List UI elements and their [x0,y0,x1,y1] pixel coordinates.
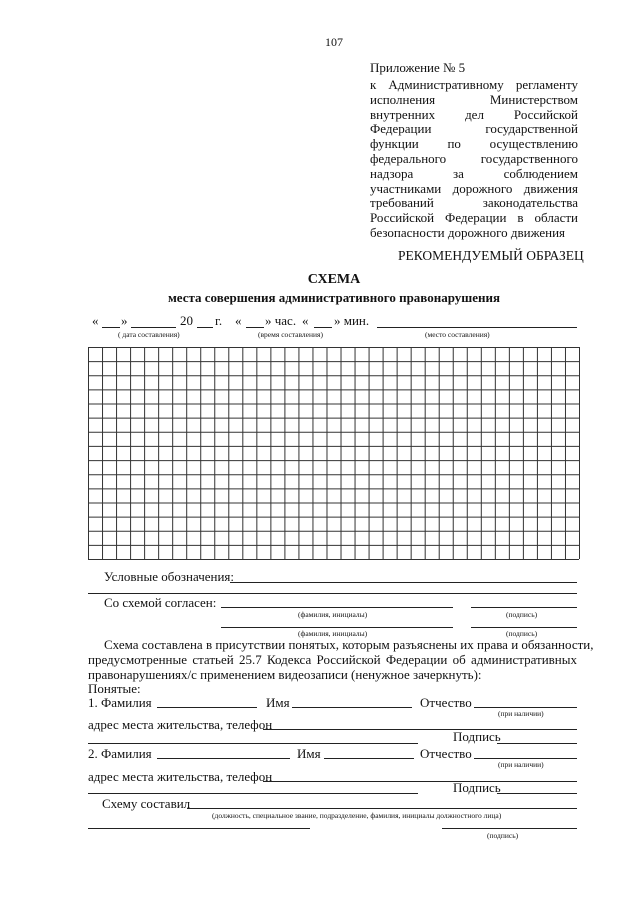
w1-signature-label: Подпись [453,729,501,744]
scheme-grid[interactable] [88,347,580,560]
if-any-hint: (при наличии) [498,760,544,769]
sign-hint: (подпись) [506,629,538,638]
sign-hint: (подпись) [487,831,519,840]
official-field-2[interactable] [88,828,310,829]
appendix-line: требований законодательства [370,195,578,211]
name-hint: (фамилия, инициалы) [298,610,368,619]
appendix-line: к Административному регламенту [370,77,578,92]
w2-signature-label: Подпись [453,780,501,795]
appendix-line: участниками дорожного движения [370,180,578,196]
place-field[interactable] [377,327,577,328]
doc-subtitle: места совершения административного право… [167,290,501,305]
w2-surname-label: 2. Фамилия [88,746,152,761]
name-hint: (фамилия, инициалы) [298,629,368,638]
w2-patronymic-field[interactable] [474,758,577,759]
quote: « [302,313,309,328]
year-suffix: г. [215,313,223,328]
appendix-line: внутренних дел Российской [370,106,578,122]
legend-field-2[interactable] [88,593,577,594]
day-field[interactable] [102,327,120,328]
w1-address-field-2[interactable] [88,743,418,744]
w2-address-field-2[interactable] [88,793,418,794]
w1-address-field[interactable] [263,729,577,730]
minutes-label: » мин. [334,313,370,328]
appendix-title: Приложение № 5 [370,60,466,75]
w2-name-field[interactable] [324,758,414,759]
appendix-line: безопасности дорожного движения [370,225,566,240]
w1-surname-label: 1. Фамилия [88,695,152,710]
paragraph-line: предусмотренные статьей 25.7 Кодекса Рос… [88,652,577,667]
sign-hint: (подпись) [506,610,538,619]
paragraph-line: Схема составлена в присутствии понятых, … [104,637,594,652]
year-prefix: 20 [180,313,193,328]
w2-address-field[interactable] [263,781,577,782]
agreed-name-1[interactable] [221,607,453,608]
w1-patronymic-field[interactable] [474,707,577,708]
sample-label: РЕКОМЕНДУЕМЫЙ ОБРАЗЕЦ [398,248,584,263]
year-field[interactable] [197,327,213,328]
quote: » [121,313,128,328]
official-hint: (должность, специальное звание, подразде… [212,811,502,820]
appendix-line: надзора за соблюдением [370,165,578,181]
w2-address-label: адрес места жительства, телефон [88,769,273,784]
appendix-line: Федерации государственной [370,121,578,137]
quote: « [92,313,99,328]
agreed-name-2[interactable] [221,627,453,628]
time-hint: (время составления) [258,330,323,339]
w1-address-label: адрес места жительства, телефон [88,717,273,732]
paragraph-line: правонарушениях/с применением видеозапис… [88,667,482,682]
legend-label: Условные обозначения: [104,569,235,584]
w2-patronymic-label: Отчество [420,746,472,761]
date-hint: ( дата составления) [118,330,180,339]
appendix-line: Российской Федерации в области [370,210,578,226]
minutes-field[interactable] [314,327,332,328]
hours-label: » час. [265,313,297,328]
agreed-label: Со схемой согласен: [104,595,217,610]
w1-name-field[interactable] [292,707,412,708]
w1-surname-field[interactable] [157,707,257,708]
appendix-line: исполнения Министерством [370,91,578,107]
w1-patronymic-label: Отчество [420,695,472,710]
w1-signature-field[interactable] [497,743,577,744]
official-signature-field[interactable] [442,828,577,829]
witnesses-label: Понятые: [88,681,141,696]
if-any-hint: (при наличии) [498,709,544,718]
w2-surname-field[interactable] [157,758,290,759]
hours-field[interactable] [246,327,264,328]
quote: « [235,313,242,328]
w2-name-label: Имя [297,746,321,761]
appendix-line: федерального государственного [370,151,578,166]
w1-name-label: Имя [266,695,290,710]
composed-by-label: Схему составил [102,796,191,811]
official-field[interactable] [187,808,577,809]
legend-field[interactable] [230,582,577,583]
place-hint: (место составления) [425,330,490,339]
agreed-sign-2[interactable] [471,627,577,628]
month-field[interactable] [131,327,176,328]
page-number: 107 [325,35,343,49]
doc-title: СХЕМА [307,272,361,287]
agreed-sign-1[interactable] [471,607,577,608]
w2-signature-field[interactable] [497,793,577,794]
appendix-line: функции по осуществлению [370,136,578,152]
